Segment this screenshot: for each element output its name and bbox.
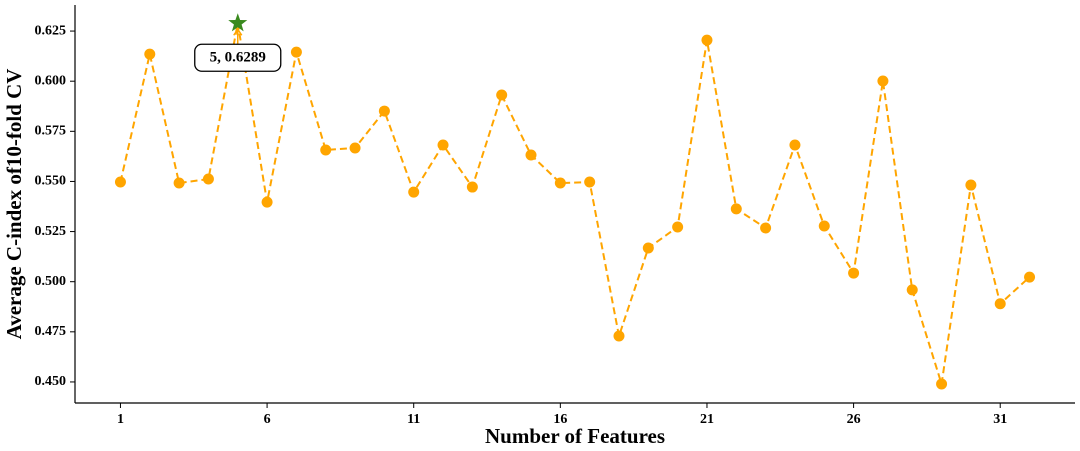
y-tick-label: 0.525 (35, 224, 67, 239)
y-axis-label: Average C-index of10-fold CV (2, 69, 26, 340)
x-tick-label: 1 (117, 412, 124, 427)
data-point (818, 220, 830, 232)
data-point (349, 142, 361, 154)
y-tick-label: 0.550 (35, 174, 67, 189)
data-point (290, 46, 302, 58)
annotation-arrowhead (233, 27, 243, 36)
data-point (848, 267, 860, 279)
data-point (994, 298, 1006, 310)
data-point (730, 203, 742, 215)
y-tick-label: 0.450 (35, 374, 67, 389)
data-point (496, 89, 508, 101)
data-point (437, 139, 449, 151)
annotation-label: 5, 0.6289 (210, 50, 266, 66)
data-point (760, 222, 772, 234)
y-tick-label: 0.575 (35, 124, 67, 139)
data-point (877, 75, 889, 87)
y-tick-label: 0.600 (35, 73, 67, 88)
data-point (701, 34, 713, 46)
x-tick-label: 6 (264, 412, 271, 427)
data-point (466, 181, 478, 193)
x-tick-label: 26 (847, 412, 861, 427)
data-point (525, 149, 537, 161)
x-tick-label: 31 (993, 412, 1007, 427)
data-point (936, 378, 948, 390)
data-point (965, 179, 977, 191)
data-point (613, 330, 625, 342)
y-tick-label: 0.625 (35, 23, 67, 38)
data-point (584, 176, 596, 188)
annotation-box (194, 43, 282, 72)
x-tick-label: 21 (700, 412, 714, 427)
data-point (906, 284, 918, 296)
data-point (1024, 271, 1036, 283)
data-point (554, 177, 566, 189)
data-point (378, 105, 390, 117)
data-line (119, 23, 1031, 385)
data-point (789, 139, 801, 151)
data-point (320, 144, 332, 156)
x-axis-label: Number of Features (485, 424, 665, 448)
x-tick-label: 11 (407, 412, 420, 427)
data-point (173, 177, 185, 189)
data-point (408, 186, 420, 198)
y-tick-label: 0.475 (35, 324, 67, 339)
data-point (642, 242, 654, 254)
y-tick-label: 0.500 (35, 274, 67, 289)
data-point (672, 221, 684, 233)
best-marker (228, 13, 248, 32)
x-tick-label: 16 (553, 412, 567, 427)
data-point (114, 176, 126, 188)
data-point (202, 173, 214, 185)
data-point (261, 196, 273, 208)
data-point (144, 48, 156, 60)
